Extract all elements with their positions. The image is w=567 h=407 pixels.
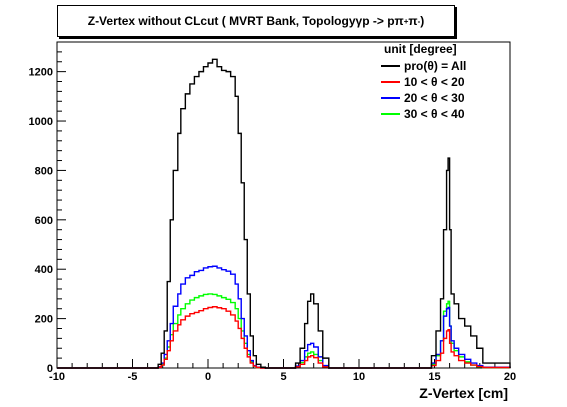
title-sup-plus: + [403, 16, 409, 26]
y-tick-label: 600 [35, 215, 53, 227]
x-tick-label: -10 [49, 371, 65, 383]
x-tick-label: 0 [205, 371, 211, 383]
y-tick-label: 200 [35, 314, 53, 326]
y-tick-label: 1000 [29, 116, 53, 128]
x-tick-label: -5 [128, 371, 138, 383]
legend-label: pro(θ) = All [404, 59, 466, 73]
y-tick-label: 0 [47, 363, 53, 375]
legend-label: 30 < θ < 40 [404, 107, 465, 121]
legend-label: 20 < θ < 30 [404, 91, 465, 105]
x-tick-label: 5 [280, 371, 286, 383]
x-axis: -10 -5 0 5 10 15 20 [49, 359, 516, 383]
title-pi-minus: π [408, 14, 418, 28]
x-axis-label: Z-Vertex [cm] [419, 385, 508, 401]
series-layer [57, 58, 511, 369]
title-mid: p -> p [362, 14, 395, 28]
y-tick-label: 1200 [29, 67, 53, 79]
series-line-0 [57, 58, 511, 369]
legend-label: 10 < θ < 20 [404, 75, 465, 89]
y-axis: 0 200 400 600 800 1000 1200 [29, 51, 66, 375]
title-suffix: ) [420, 14, 425, 28]
x-tick-label: 15 [428, 371, 440, 383]
title-gamma: γ [355, 14, 363, 28]
series-line-1 [57, 306, 511, 369]
series-line-3 [57, 293, 511, 369]
x-tick-label: 20 [504, 371, 516, 383]
legend-header: unit [degree] [384, 42, 457, 56]
x-tick-label: 10 [353, 371, 365, 383]
y-tick-label: 400 [35, 264, 53, 276]
chart-title: Z-Vertex without CLcut ( MVRT Bank, Topo… [57, 5, 455, 37]
legend: unit [degree] pro(θ) = All 10 < θ < 20 20 … [381, 42, 466, 121]
y-tick-label: 800 [35, 165, 53, 177]
title-sup-minus: - [417, 16, 421, 26]
title-pi-plus: π [394, 14, 404, 28]
title-prefix: Z-Vertex without CLcut ( MVRT Bank, Topo… [87, 14, 356, 28]
